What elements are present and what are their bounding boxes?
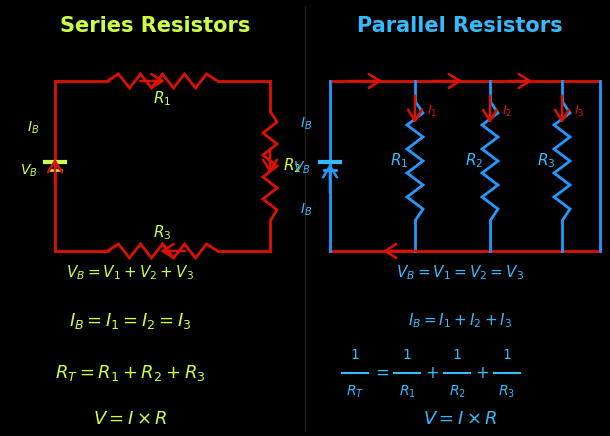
Text: $R_2$: $R_2$: [448, 384, 465, 400]
Text: Series Resistors: Series Resistors: [60, 16, 250, 36]
Text: $V_B = V_1 + V_2 + V_3$: $V_B = V_1 + V_2 + V_3$: [66, 264, 194, 283]
Text: 1: 1: [351, 348, 359, 362]
Text: 1: 1: [453, 348, 461, 362]
Text: 1: 1: [403, 348, 411, 362]
Text: $I_B$: $I_B$: [300, 116, 312, 132]
Text: =: =: [375, 364, 389, 382]
Text: $V_B$: $V_B$: [293, 160, 310, 176]
Text: $R_T$: $R_T$: [346, 384, 364, 400]
Text: $V_B = V_1 = V_2 = V_3$: $V_B = V_1 = V_2 = V_3$: [396, 264, 524, 283]
Text: $V = I \times R$: $V = I \times R$: [423, 410, 497, 428]
Text: $R_1$: $R_1$: [390, 152, 408, 170]
Text: $R_3$: $R_3$: [153, 224, 172, 242]
Text: $I_B$: $I_B$: [27, 120, 39, 136]
Text: $I_B = I_1 = I_2 = I_3$: $I_B = I_1 = I_2 = I_3$: [69, 311, 192, 331]
Text: $R_T = R_1 + R_2 + R_3$: $R_T = R_1 + R_2 + R_3$: [55, 363, 205, 383]
Text: $R_3$: $R_3$: [498, 384, 515, 400]
Text: $V_B$: $V_B$: [20, 163, 38, 179]
Text: Parallel Resistors: Parallel Resistors: [357, 16, 563, 36]
Text: $R_3$: $R_3$: [537, 152, 555, 170]
Text: 1: 1: [503, 348, 511, 362]
Text: +: +: [425, 364, 439, 382]
Text: $R_1$: $R_1$: [398, 384, 415, 400]
Text: $V = I \times R$: $V = I \times R$: [93, 410, 167, 428]
Text: $I_B$: $I_B$: [300, 202, 312, 218]
Text: +: +: [475, 364, 489, 382]
Text: $R_2$: $R_2$: [283, 157, 301, 175]
Text: $I_B = I_1 + I_2 + I_3$: $I_B = I_1 + I_2 + I_3$: [408, 312, 512, 330]
Text: $I_3$: $I_3$: [574, 103, 584, 119]
Text: $I_1$: $I_1$: [427, 103, 437, 119]
Text: $R_1$: $R_1$: [153, 90, 171, 109]
Text: $I_2$: $I_2$: [502, 103, 512, 119]
Text: $R_2$: $R_2$: [465, 152, 483, 170]
